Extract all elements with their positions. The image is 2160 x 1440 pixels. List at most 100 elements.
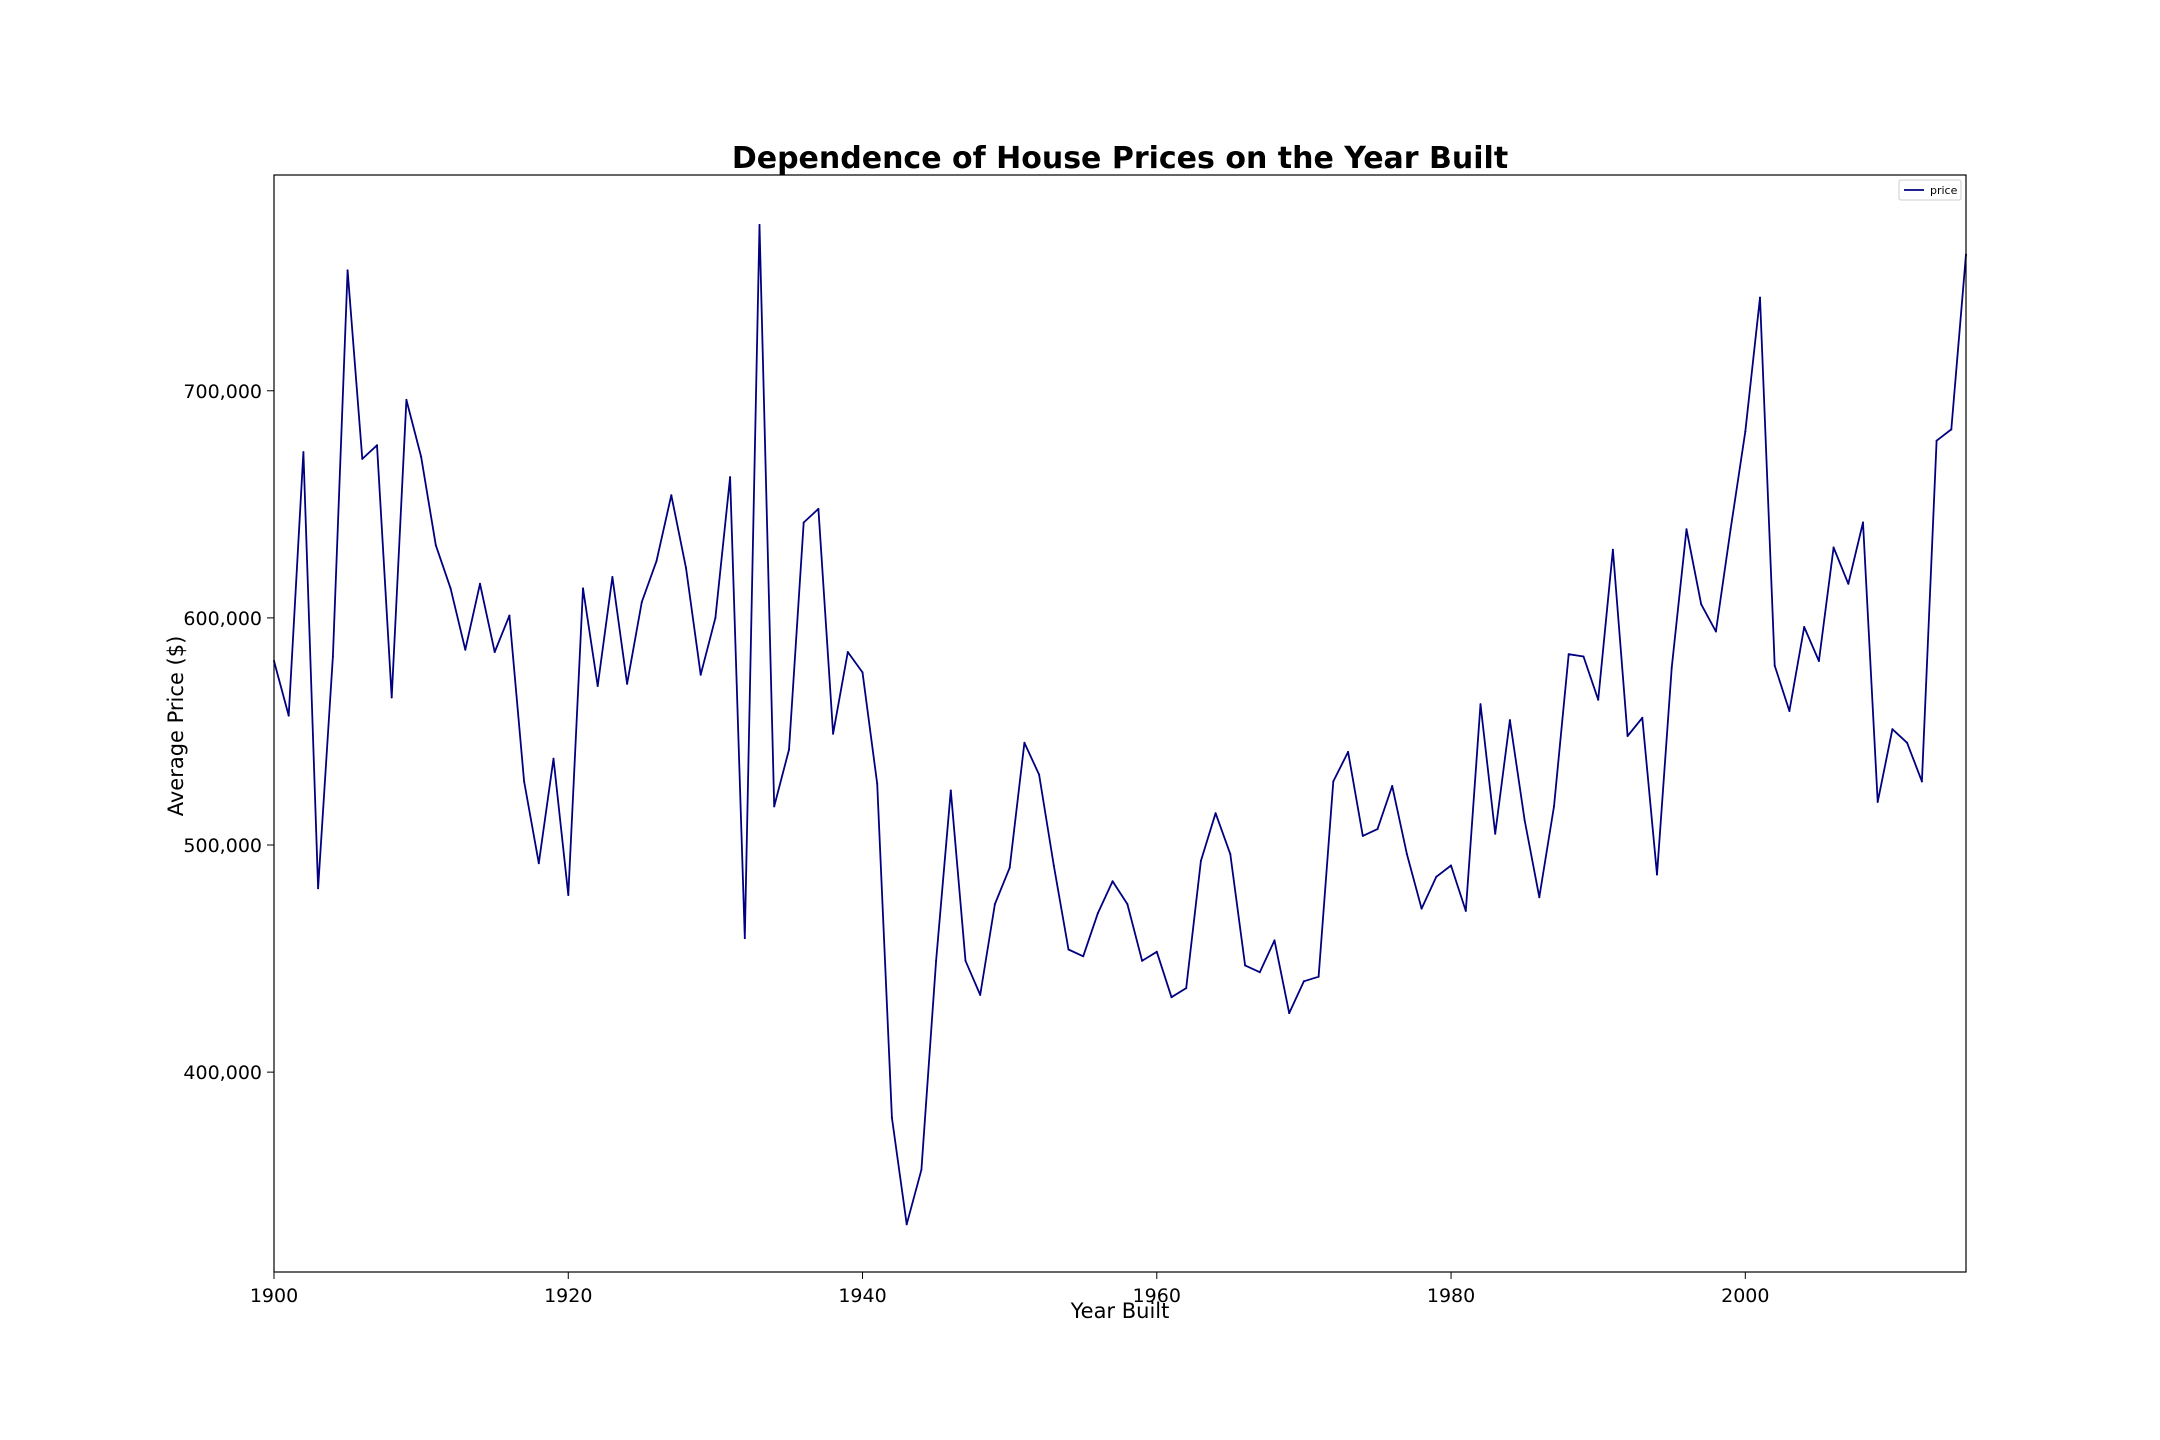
data-point <box>405 398 408 401</box>
data-point <box>434 544 437 547</box>
data-point <box>1788 710 1791 712</box>
data-point <box>832 732 835 735</box>
data-point <box>420 455 423 458</box>
data-point <box>1244 964 1247 967</box>
data-point <box>1376 828 1379 831</box>
legend: price <box>1898 179 1962 201</box>
data-point <box>1714 630 1717 633</box>
data-point <box>508 614 511 617</box>
legend-box <box>1898 179 1962 201</box>
data-point <box>1891 728 1894 731</box>
x-axis-label: Year Built <box>1070 1299 1170 1323</box>
data-point <box>1803 626 1806 628</box>
data-point <box>537 862 540 865</box>
data-point <box>1508 719 1511 722</box>
legend-label: price <box>1930 184 1958 197</box>
data-point <box>1332 780 1335 783</box>
data-point <box>1862 521 1864 524</box>
data-point <box>890 1116 893 1119</box>
data-point <box>817 507 820 510</box>
data-point <box>1611 548 1614 551</box>
data-point <box>714 616 717 619</box>
x-tick-label: 2000 <box>1721 1285 1769 1307</box>
data-point <box>1582 655 1585 658</box>
data-point <box>523 780 526 783</box>
data-point <box>861 671 864 674</box>
data-point <box>1435 875 1438 878</box>
x-tick-label: 1960 <box>1133 1285 1181 1307</box>
y-axis: 400,000 500,000 600,000 700,000 <box>183 381 274 1084</box>
data-point <box>1155 950 1158 953</box>
data-point <box>655 560 658 563</box>
data-point <box>1450 864 1452 867</box>
x-tick-label: 1980 <box>1427 1285 1475 1307</box>
data-point <box>1656 873 1658 876</box>
data-point <box>1759 296 1761 299</box>
data-point <box>1273 939 1276 942</box>
x-tick-label: 1900 <box>250 1285 298 1307</box>
x-axis: 1900 1920 1940 1960 1980 2000 <box>250 1272 1769 1307</box>
data-point <box>1847 582 1850 585</box>
plot-frame <box>273 174 1967 1273</box>
data-point <box>626 682 629 685</box>
data-point <box>1906 741 1909 744</box>
data-point <box>1817 660 1820 662</box>
x-tick-label: 1920 <box>544 1285 592 1307</box>
data-point <box>1464 909 1467 912</box>
data-point <box>758 224 761 226</box>
data-point <box>1023 741 1026 744</box>
data-point <box>287 714 290 717</box>
data-point <box>1626 735 1629 737</box>
data-point <box>1126 903 1129 906</box>
data-point <box>1185 987 1188 990</box>
data-point <box>1141 959 1144 962</box>
data-point <box>1420 907 1423 910</box>
data-point <box>670 494 673 497</box>
data-point <box>390 696 393 699</box>
data-point <box>1700 603 1703 606</box>
data-point <box>1729 528 1732 531</box>
data-point <box>699 673 702 676</box>
data-point <box>1876 800 1879 803</box>
data-point <box>317 887 320 890</box>
data-point <box>1082 955 1085 958</box>
series-line-price <box>273 224 1967 1226</box>
data-point <box>1170 996 1173 999</box>
data-point <box>1214 812 1217 815</box>
data-point <box>1479 703 1482 706</box>
data-point <box>1317 975 1320 978</box>
data-point <box>479 582 481 585</box>
data-point <box>1038 773 1041 776</box>
data-point <box>1494 832 1497 835</box>
data-point <box>1008 866 1011 869</box>
data-point <box>1347 750 1350 753</box>
data-point <box>979 993 982 996</box>
data-point <box>346 269 349 272</box>
data-point <box>685 566 687 569</box>
data-point <box>596 685 599 687</box>
data-point <box>1229 853 1232 856</box>
data-point <box>964 959 967 962</box>
data-point <box>920 1168 923 1171</box>
y-tick-label: 600,000 <box>183 608 262 630</box>
data-point <box>376 444 378 447</box>
data-point <box>935 959 938 962</box>
data-point <box>464 648 467 651</box>
data-point <box>449 587 452 590</box>
data-point <box>1832 546 1835 549</box>
data-point <box>1258 971 1261 974</box>
data-point <box>1670 666 1673 669</box>
data-point <box>331 655 334 658</box>
data-point <box>302 451 305 454</box>
data-point <box>1288 1012 1291 1015</box>
data-point <box>1641 716 1644 719</box>
data-point <box>1935 439 1938 442</box>
data-point <box>905 1223 908 1226</box>
data-point <box>582 587 584 590</box>
data-point <box>1597 698 1600 701</box>
data-point <box>611 576 614 578</box>
data-point <box>1685 528 1688 531</box>
data-point <box>1567 653 1570 656</box>
data-point <box>640 601 643 603</box>
